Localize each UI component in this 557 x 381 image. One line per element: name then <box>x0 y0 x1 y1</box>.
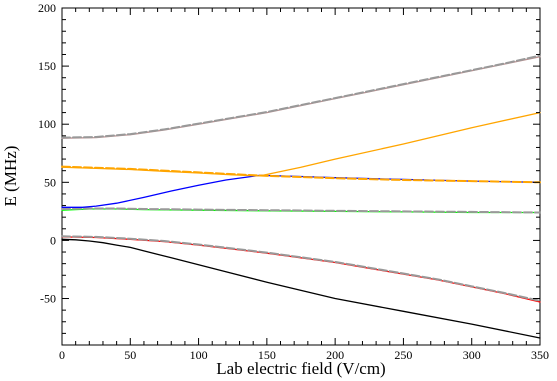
series-line-1 <box>61 238 541 339</box>
y-axis-title: E (MHz) <box>1 146 20 207</box>
y-tick-label: 100 <box>38 117 56 131</box>
y-tick-label: 50 <box>44 175 56 189</box>
series-line-3 <box>61 235 541 302</box>
x-tick-label: 350 <box>531 348 549 362</box>
x-tick-label: 300 <box>463 348 481 362</box>
x-tick-label: 0 <box>59 348 65 362</box>
x-tick-label: 100 <box>190 348 208 362</box>
y-tick-label: 200 <box>38 1 56 15</box>
x-axis-title: Lab electric field (V/cm) <box>216 359 385 378</box>
series-line-8 <box>61 165 541 184</box>
series-line-9 <box>61 56 541 139</box>
series-line-2 <box>61 236 541 303</box>
ticks-layer: 0 50 100 150 200 250 300 350 -50 0 50 100 150 200 <box>38 1 549 362</box>
series-line-5 <box>61 207 541 214</box>
y-tick-label: 150 <box>38 59 56 73</box>
y-tick-label: 0 <box>50 233 56 247</box>
series-line-6 <box>61 174 541 208</box>
x-tick-label: 250 <box>394 348 412 362</box>
x-tick-label: 200 <box>326 348 344 362</box>
series-line-7 <box>61 111 541 177</box>
x-tick-label: 150 <box>258 348 276 362</box>
x-tick-label: 50 <box>124 348 136 362</box>
series-line-10 <box>61 54 541 139</box>
plot-frame <box>61 7 541 346</box>
series-layer <box>61 54 541 339</box>
y-tick-label: -50 <box>40 292 56 306</box>
